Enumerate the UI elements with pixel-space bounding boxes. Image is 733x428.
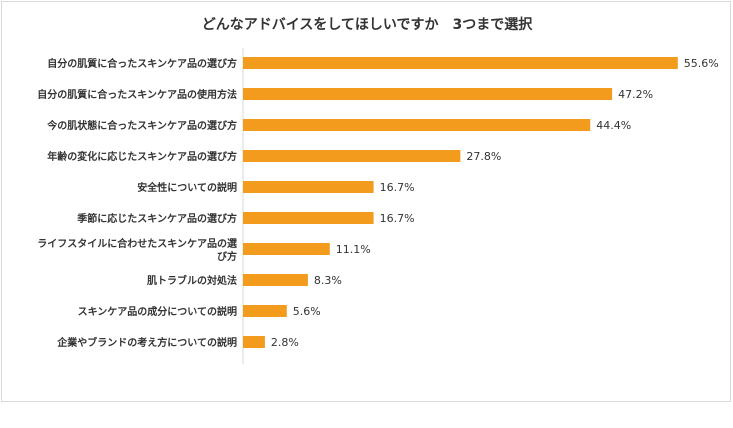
category-label: 肌トラブルの対処法 <box>147 274 237 287</box>
value-label: 47.2% <box>618 88 653 101</box>
category-label: 季節に応じたスキンケア品の選び方 <box>76 212 237 225</box>
bar <box>243 305 287 317</box>
value-label: 8.3% <box>314 274 342 287</box>
value-label: 5.6% <box>293 305 321 318</box>
bar <box>243 88 613 100</box>
category-label: 安全性についての説明 <box>137 181 237 194</box>
chart-title: どんなアドバイスをしてほしいですか 3つまで選択 <box>201 17 533 33</box>
bar <box>243 57 678 69</box>
bar <box>243 274 308 286</box>
category-label: 自分の肌質に合ったスキンケア品の使用方法 <box>37 88 237 101</box>
category-label: 年齢の変化に応じたスキンケア品の選び方 <box>47 150 237 163</box>
value-label: 27.8% <box>466 150 501 163</box>
bar <box>243 150 461 162</box>
category-label: 今の肌状態に合ったスキンケア品の選び方 <box>46 119 237 132</box>
value-label: 11.1% <box>336 243 371 256</box>
bar <box>243 336 265 348</box>
value-label: 16.7% <box>380 181 415 194</box>
category-label: 企業やブランドの考え方についての説明 <box>56 336 237 349</box>
bar <box>243 119 591 131</box>
bar <box>243 212 374 224</box>
value-label: 55.6% <box>684 57 719 70</box>
category-label: スキンケア品の成分についての説明 <box>78 305 237 318</box>
bar-chart: 55.6% 自分の肌質に合ったスキンケア品の選び方 47.2% 自分の肌質に合ったスキ… <box>37 48 719 364</box>
value-label: 44.4% <box>596 119 631 132</box>
value-label: 16.7% <box>380 212 415 225</box>
bar <box>243 181 374 193</box>
value-label: 2.8% <box>271 336 299 349</box>
category-label: 自分の肌質に合ったスキンケア品の選び方 <box>47 57 237 70</box>
category-label: ライフスタイルに合わせたスキンケア品の選び方 <box>37 237 237 263</box>
chart-frame: どんなアドバイスをしてほしいですか 3つまで選択 55.6% 自分の肌質に合ったス… <box>1 1 731 402</box>
bar <box>243 243 330 255</box>
